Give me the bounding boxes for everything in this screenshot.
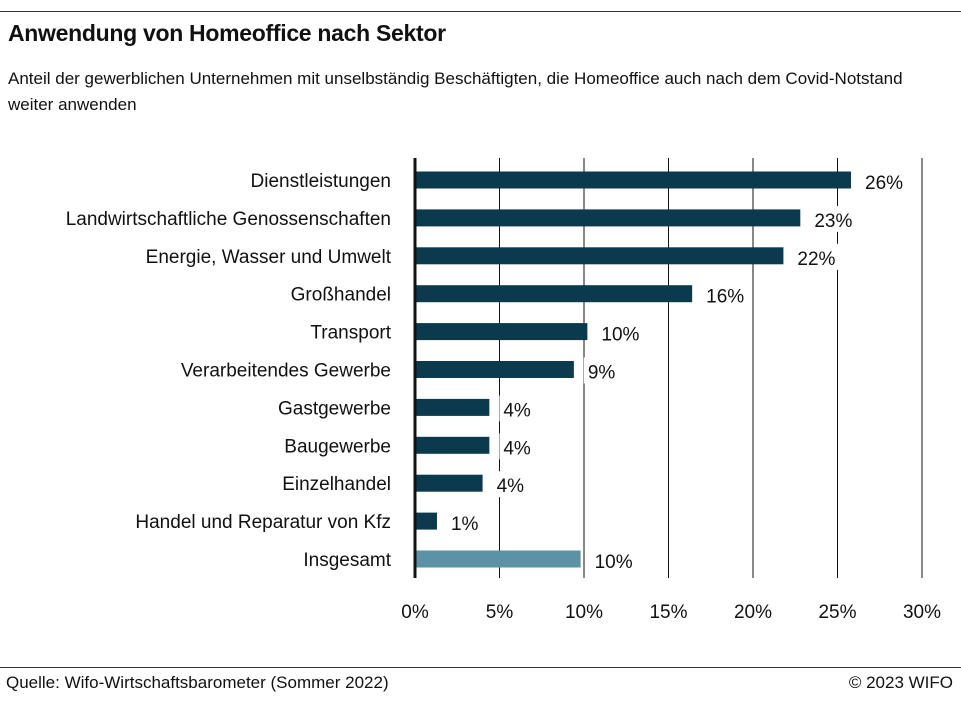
bar: [415, 361, 574, 378]
category-label: Gastgewerbe: [278, 398, 391, 419]
chart-title: Anwendung von Homeoffice nach Sektor: [8, 20, 446, 46]
data-label-background: [499, 395, 535, 422]
source-note: Quelle: Wifo-Wirtschaftsbarometer (Somme…: [6, 673, 389, 692]
category-label: Verarbeitendes Gewerbe: [181, 361, 391, 382]
category-label: Baugewerbe: [284, 436, 391, 457]
x-tick-label: 20%: [734, 602, 772, 623]
category-label: Landwirtschaftliche Genossenschaften: [66, 209, 391, 230]
category-label: Energie, Wasser und Umwelt: [146, 247, 392, 268]
data-label: 4%: [503, 400, 531, 421]
data-label: 16%: [706, 287, 744, 308]
bar: [415, 474, 483, 492]
data-label: 26%: [865, 173, 903, 194]
data-label: 10%: [595, 552, 633, 573]
bar: [415, 436, 490, 454]
x-tick-label: 0%: [401, 602, 429, 623]
chart-subtitle: Anteil der gewerblichen Unternehmen mit …: [8, 69, 903, 114]
bar: [415, 512, 437, 530]
category-label: Handel und Reparatur von Kfz: [135, 512, 391, 533]
top-rule: [0, 11, 961, 12]
data-label-background: [702, 281, 749, 308]
copyright-note: © 2023 WIFO: [848, 673, 953, 692]
data-label: 4%: [497, 476, 525, 497]
data-label: 22%: [797, 249, 835, 270]
x-tick-label: 10%: [565, 602, 603, 623]
bar: [415, 285, 693, 303]
data-label-background: [810, 205, 857, 232]
bar: [415, 171, 852, 189]
data-label: 10%: [601, 325, 639, 346]
data-label: 9%: [588, 363, 616, 384]
category-label: Transport: [310, 323, 391, 344]
data-label-background: [590, 547, 637, 573]
bar: [415, 398, 490, 416]
x-tick-label: 5%: [486, 602, 514, 623]
x-tick-label: 25%: [818, 602, 856, 623]
x-tick-label: 15%: [649, 602, 687, 623]
bar: [415, 550, 581, 568]
data-label-background: [492, 471, 529, 498]
data-label: 4%: [503, 438, 531, 459]
data-label-background: [499, 433, 535, 460]
data-label: 23%: [814, 211, 852, 232]
x-tick-label: 30%: [903, 602, 941, 623]
bar: [415, 209, 801, 227]
category-label: Insgesamt: [303, 550, 391, 571]
data-label-background: [597, 319, 644, 346]
bar: [415, 323, 588, 341]
category-label: Einzelhandel: [282, 474, 391, 495]
category-label: Großhandel: [291, 285, 391, 306]
data-label-background: [861, 168, 908, 194]
bar: [415, 247, 784, 265]
data-label: 1%: [451, 514, 479, 535]
data-label-background: [583, 357, 620, 384]
data-label-background: [793, 243, 840, 270]
category-label: Dienstleistungen: [251, 171, 391, 192]
bottom-rule: [0, 667, 961, 668]
data-label-background: [446, 509, 483, 536]
